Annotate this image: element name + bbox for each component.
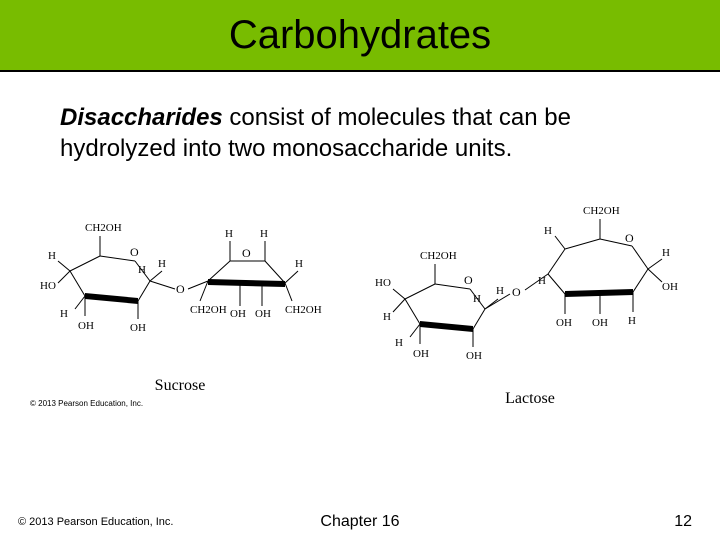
svg-text:H: H: [662, 247, 670, 259]
svg-text:OH: OH: [592, 317, 608, 329]
footer-chapter: Chapter 16: [320, 513, 399, 531]
svg-text:H: H: [538, 275, 546, 287]
svg-text:OH: OH: [556, 317, 572, 329]
footer-copyright: © 2013 Pearson Education, Inc.: [0, 516, 173, 528]
svg-text:CH2OH: CH2OH: [285, 304, 322, 316]
svg-text:CH2OH: CH2OH: [583, 205, 620, 217]
svg-text:OH: OH: [255, 308, 271, 320]
svg-text:OH: OH: [413, 348, 429, 360]
diagram-row: O CH2OH H HO OH H OH H H: [0, 174, 720, 408]
svg-text:O: O: [242, 246, 251, 260]
key-term: Disaccharides: [60, 104, 223, 131]
svg-text:H: H: [60, 308, 68, 320]
svg-text:HO: HO: [375, 277, 391, 289]
sucrose-caption: Sucrose: [155, 377, 206, 395]
sucrose-molecule: O CH2OH H HO OH H OH H H: [30, 201, 330, 408]
lactose-structure: O CH2OH HO H OH H OH H H O: [370, 194, 690, 384]
svg-text:OH: OH: [78, 320, 94, 332]
svg-text:OH: OH: [130, 322, 146, 334]
svg-text:H: H: [395, 337, 403, 349]
svg-text:H: H: [158, 258, 166, 270]
sucrose-structure: O CH2OH H HO OH H OH H H: [30, 201, 330, 371]
svg-text:H: H: [383, 311, 391, 323]
svg-text:H: H: [628, 315, 636, 327]
svg-text:OH: OH: [662, 281, 678, 293]
svg-text:CH2OH: CH2OH: [190, 304, 227, 316]
body-paragraph: Disaccharides consist of molecules that …: [0, 72, 720, 174]
svg-text:H: H: [496, 285, 504, 297]
svg-text:H: H: [260, 228, 268, 240]
svg-text:H: H: [48, 250, 56, 262]
svg-text:O: O: [130, 245, 139, 259]
svg-text:O: O: [464, 273, 473, 287]
sucrose-copyright: © 2013 Pearson Education, Inc.: [30, 399, 143, 408]
label-ch2oh: CH2OH: [85, 222, 122, 234]
footer-page-number: 12: [674, 513, 692, 531]
svg-text:O: O: [176, 282, 185, 296]
footer: © 2013 Pearson Education, Inc. Chapter 1…: [0, 516, 720, 528]
svg-text:H: H: [295, 258, 303, 270]
title-bar: Carbohydrates: [0, 0, 720, 70]
svg-text:H: H: [473, 293, 481, 305]
svg-text:H: H: [225, 228, 233, 240]
svg-text:OH: OH: [230, 308, 246, 320]
svg-text:H: H: [544, 225, 552, 237]
svg-text:OH: OH: [466, 350, 482, 362]
lactose-caption: Lactose: [505, 390, 555, 408]
svg-text:HO: HO: [40, 280, 56, 292]
lactose-molecule: O CH2OH HO H OH H OH H H O: [370, 194, 690, 408]
svg-text:H: H: [138, 264, 146, 276]
svg-text:O: O: [625, 231, 634, 245]
svg-text:O: O: [512, 285, 521, 299]
slide-title: Carbohydrates: [229, 13, 491, 58]
svg-text:CH2OH: CH2OH: [420, 250, 457, 262]
